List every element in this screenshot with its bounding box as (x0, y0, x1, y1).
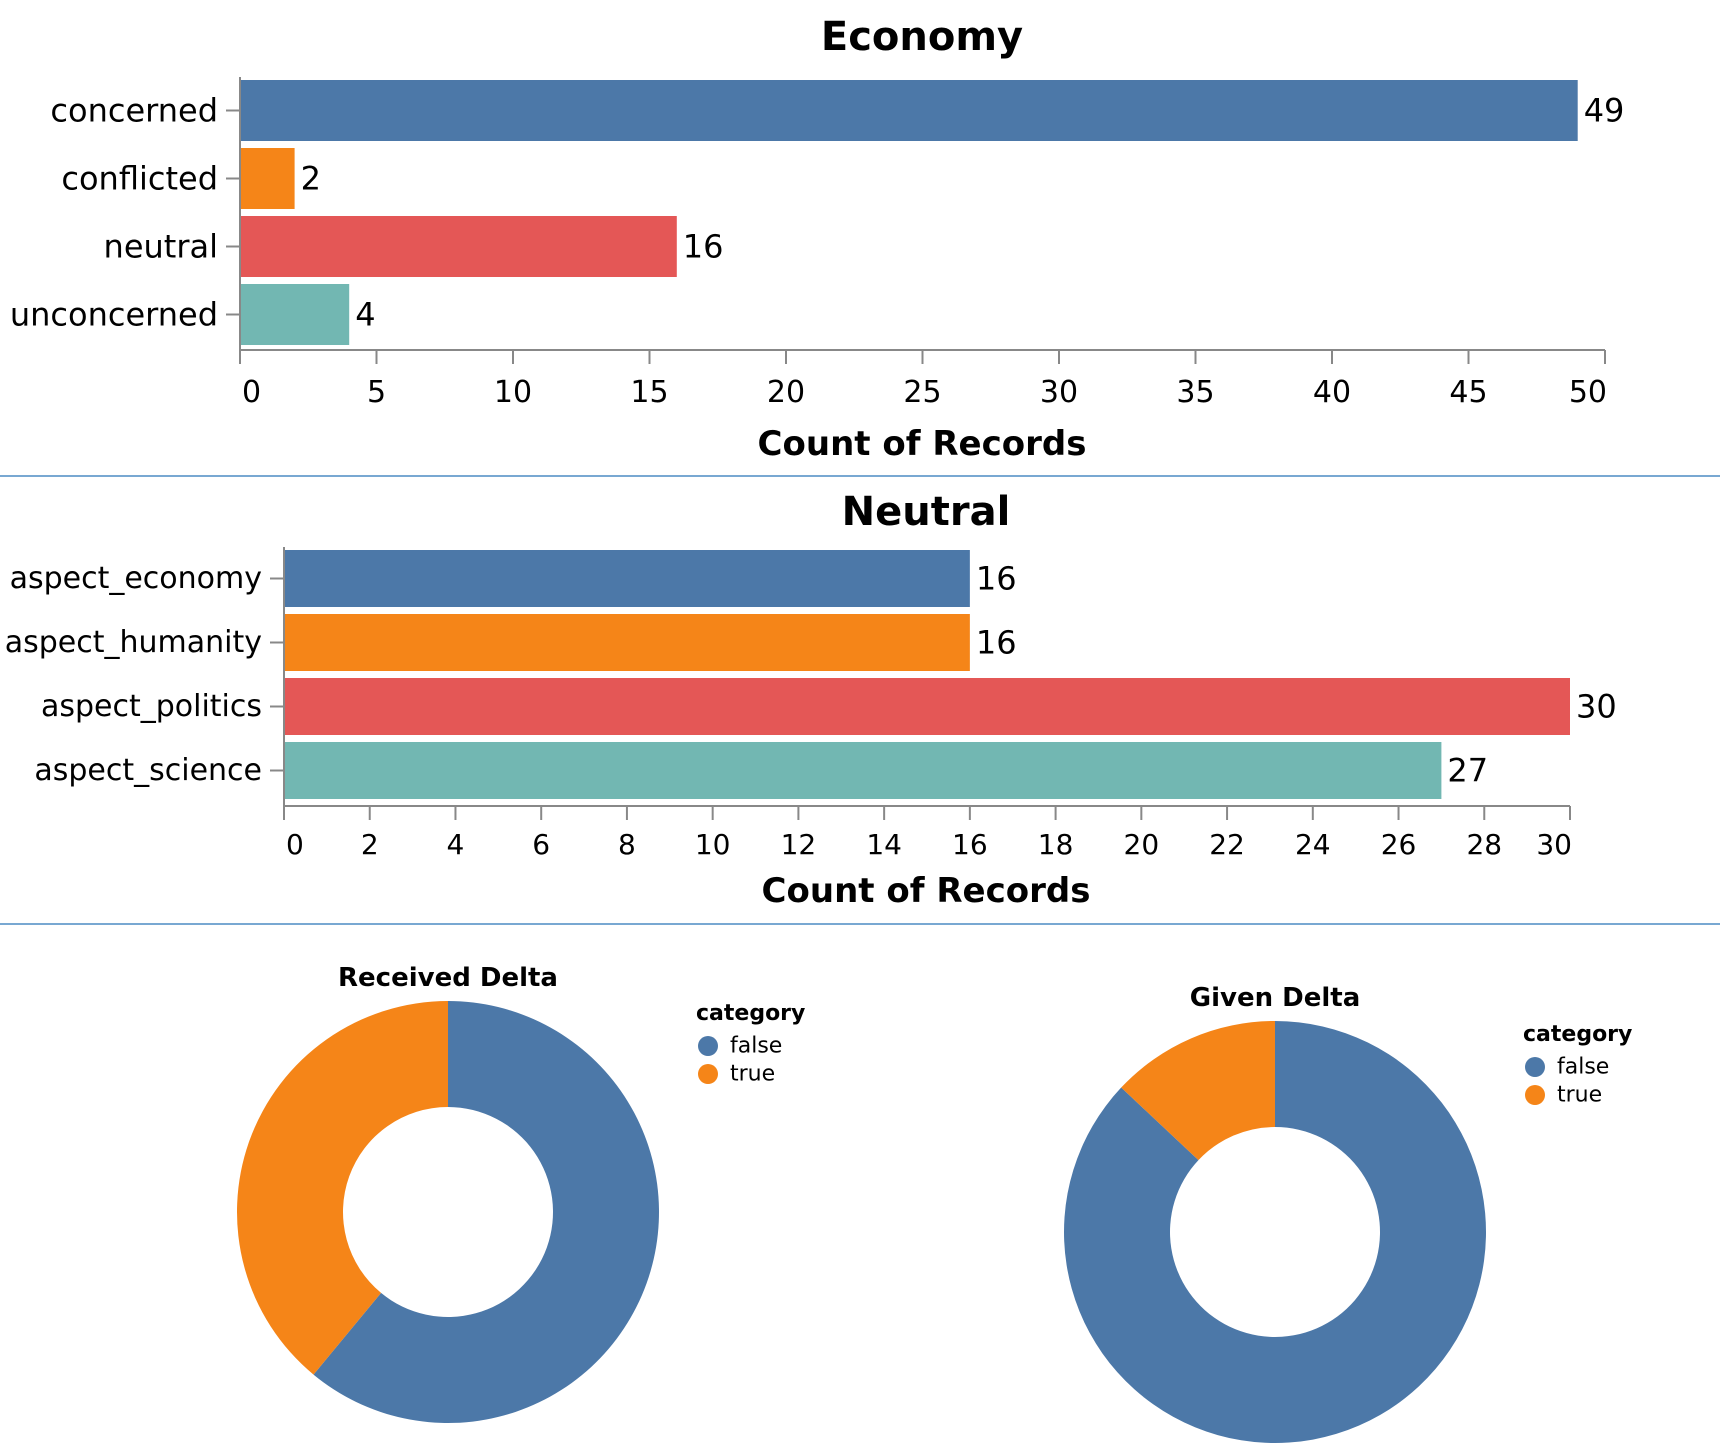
bar-conflicted (240, 148, 295, 209)
x-tick-label: 26 (1381, 828, 1417, 861)
x-tick-label: 30 (1040, 375, 1078, 410)
x-tick-label: 4 (447, 828, 465, 861)
chart-title: Neutral (842, 489, 1011, 535)
data-label: 16 (683, 228, 724, 266)
chart-title: Economy (821, 14, 1023, 60)
x-tick-label: 35 (1176, 375, 1214, 410)
x-tick-label: 16 (952, 828, 988, 861)
x-tick-label: 6 (532, 828, 550, 861)
x-tick-label: 10 (494, 375, 532, 410)
x-axis-label: Count of Records (762, 871, 1091, 911)
given-delta-donut-chart: Given Delta category false true (1063, 983, 1632, 1443)
slice-true (1121, 1021, 1275, 1161)
x-tick-label: 14 (866, 828, 902, 861)
legend-swatch (698, 1064, 718, 1084)
bar-neutral (240, 216, 677, 277)
y-tick-label: aspect_politics (41, 689, 262, 724)
x-tick-label: 25 (903, 375, 941, 410)
data-label: 2 (301, 160, 321, 198)
received-delta-donut-chart: Received Delta category false true (236, 963, 805, 1423)
x-tick-label: 2 (361, 828, 379, 861)
bar-aspect_economy (284, 550, 970, 607)
x-tick-label: 15 (630, 375, 668, 410)
x-tick-label: 24 (1295, 828, 1331, 861)
bar-aspect_humanity (284, 614, 970, 671)
y-tick-label: concerned (50, 92, 218, 130)
chart-title: Received Delta (338, 963, 558, 993)
legend-title: category (696, 1001, 805, 1026)
slice-true (236, 1001, 448, 1375)
y-tick-label: aspect_humanity (5, 625, 262, 660)
bar-concerned (240, 80, 1578, 141)
x-tick-label: 0 (286, 828, 304, 861)
x-tick-label: 20 (767, 375, 805, 410)
x-axis-label: Count of Records (758, 424, 1087, 464)
y-tick-label: conflicted (61, 160, 218, 198)
x-tick-label: 40 (1313, 375, 1351, 410)
neutral-bar-chart: Neutral Count of Records 16 aspect_econom… (5, 489, 1617, 911)
x-tick-label: 10 (695, 828, 731, 861)
x-tick-label: 45 (1449, 375, 1487, 410)
x-tick-label: 0 (242, 375, 261, 410)
x-tick-label: 8 (618, 828, 636, 861)
bar-unconcerned (240, 284, 350, 345)
legend-swatch (1525, 1085, 1545, 1105)
slice-false (1063, 1021, 1486, 1443)
data-label: 30 (1576, 688, 1617, 726)
x-tick-label: 22 (1209, 828, 1245, 861)
x-tick-label: 28 (1466, 828, 1502, 861)
y-tick-label: aspect_science (34, 753, 262, 788)
data-label: 27 (1447, 752, 1488, 790)
legend-label: true (1557, 1083, 1602, 1108)
y-tick-label: unconcerned (10, 296, 218, 334)
x-tick-label: 5 (367, 375, 386, 410)
legend-label: true (730, 1062, 775, 1087)
y-tick-label: neutral (104, 228, 218, 266)
x-tick-label: 50 (1569, 375, 1607, 410)
legend-title: category (1523, 1022, 1632, 1047)
economy-bar-chart: Economy Count of Records 49 concerned 2 con… (10, 14, 1625, 464)
x-tick-label: 20 (1124, 828, 1160, 861)
data-label: 49 (1584, 92, 1625, 130)
x-tick-label: 12 (781, 828, 817, 861)
legend-swatch (698, 1036, 718, 1056)
data-label: 4 (355, 296, 375, 334)
legend-label: false (1557, 1055, 1609, 1080)
y-tick-label: aspect_economy (10, 561, 262, 596)
bar-aspect_politics (284, 678, 1570, 735)
legend-swatch (1525, 1057, 1545, 1077)
data-label: 16 (976, 624, 1017, 662)
x-tick-label: 18 (1038, 828, 1074, 861)
data-label: 16 (976, 560, 1017, 598)
chart-title: Given Delta (1190, 983, 1361, 1013)
legend-label: false (730, 1034, 782, 1059)
slice-false (313, 1001, 659, 1423)
bar-aspect_science (284, 742, 1442, 799)
x-tick-label: 30 (1536, 828, 1572, 861)
